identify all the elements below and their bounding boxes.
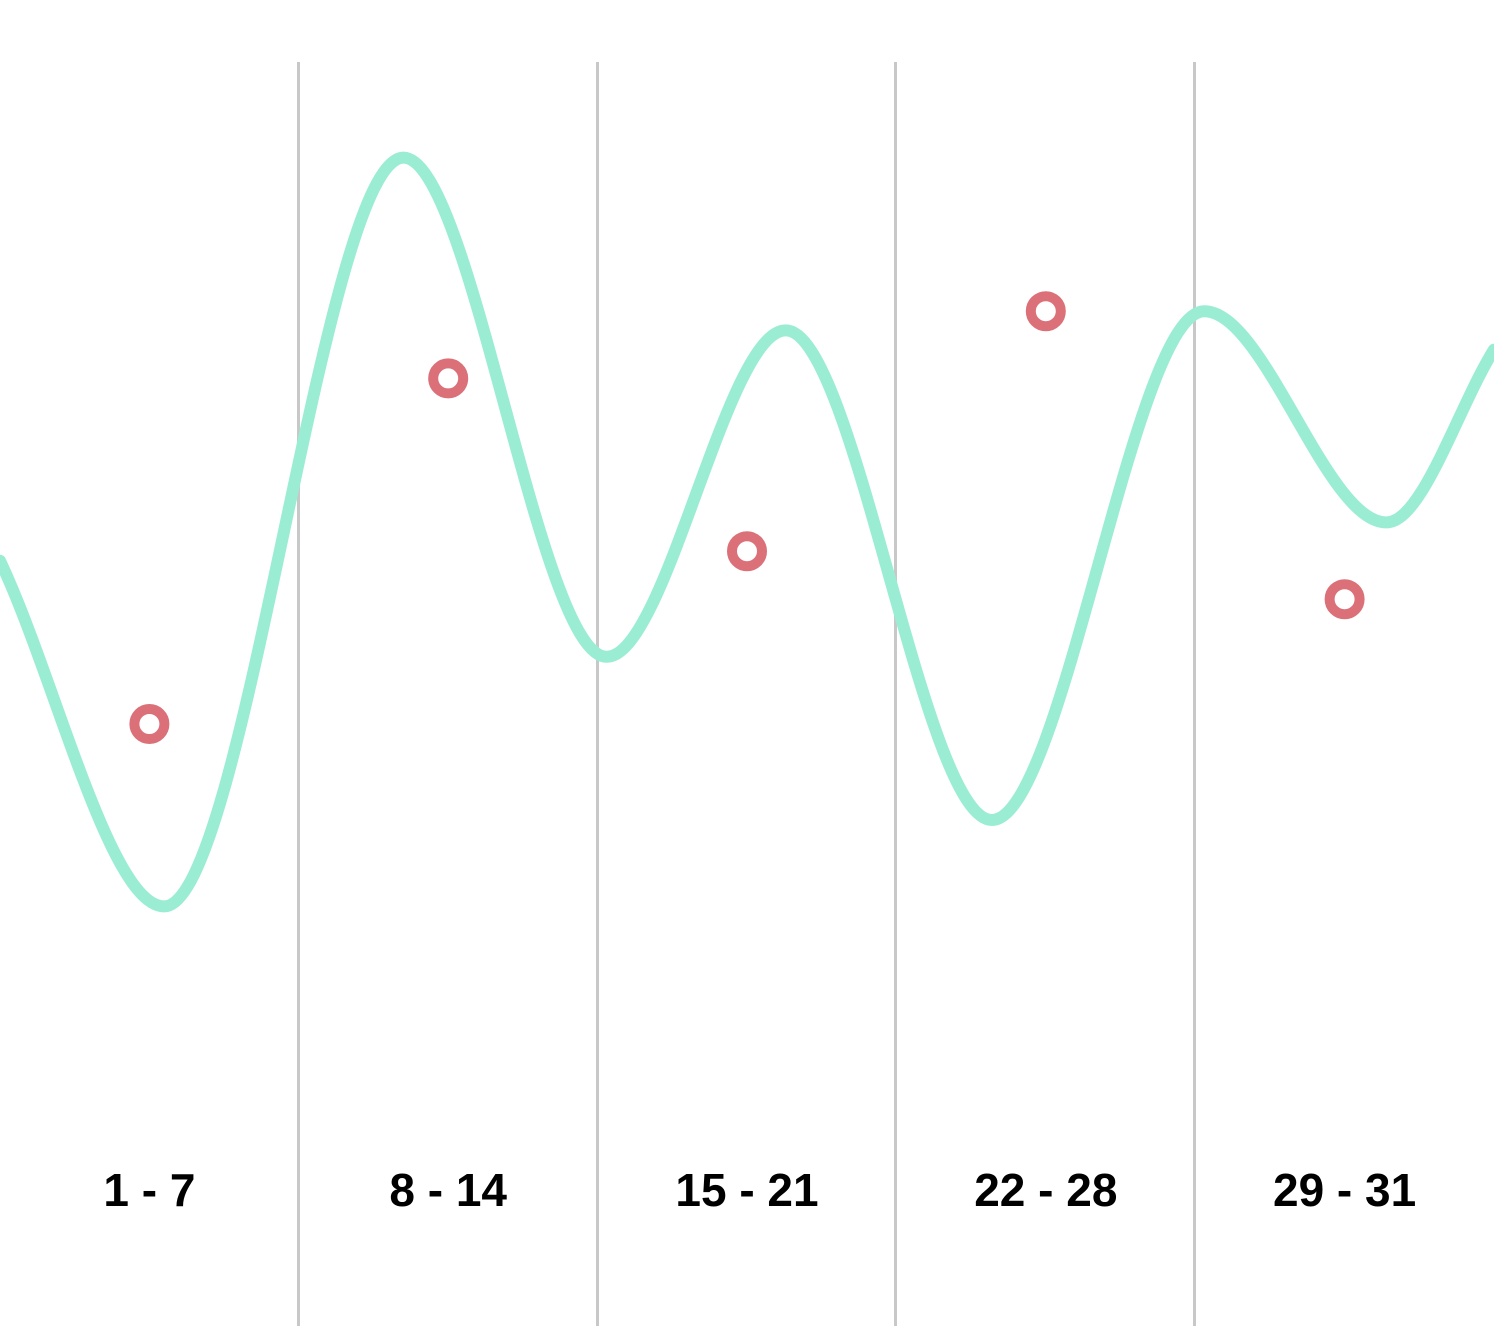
data-point [1025,291,1066,332]
x-tick-label: 29 - 31 [1273,1164,1416,1216]
x-tick-label: 1 - 7 [103,1164,195,1216]
data-point [129,704,170,744]
x-tick-label: 15 - 21 [675,1164,818,1216]
data-point [1324,579,1365,620]
x-axis-labels: 1 - 7 8 - 14 15 - 21 22 - 28 29 - 31 [103,1164,1416,1216]
series-points [129,291,1365,744]
data-point [727,531,767,572]
x-tick-label: 22 - 28 [974,1164,1117,1216]
grid-lines [297,62,1196,1326]
data-point [428,358,469,399]
series-lines [0,151,1494,913]
x-tick-label: 8 - 14 [389,1164,507,1216]
series-line [0,151,1494,913]
